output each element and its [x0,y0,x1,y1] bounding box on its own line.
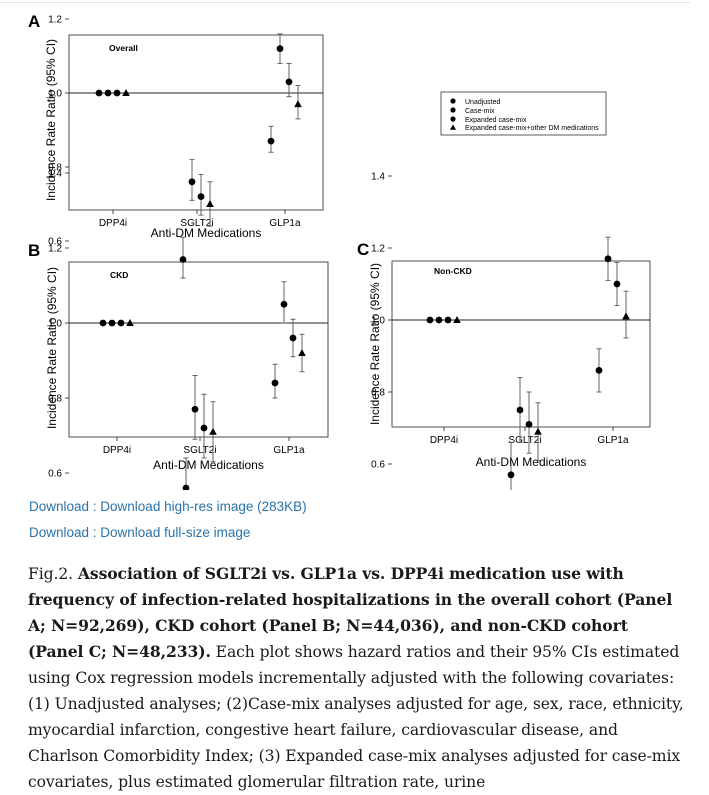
point-triangle [298,349,306,356]
y-tick-label: 1.2 [371,244,385,255]
legend-marker-expanded-other [450,124,456,130]
legend: Unadjusted Case-mix Expanded case-mix Ex… [440,91,607,136]
x-axis-label: Anti-DM Medications [153,458,264,472]
y-tick-label: 1.0 [371,316,385,327]
y-tick-label: 1.2 [48,15,62,26]
download-fullsize-link[interactable]: Download : Download full-size image [29,525,251,540]
legend-label-case-mix: Case-mix [465,108,495,115]
legend-marker-expanded [450,116,456,122]
panel-letter: A [28,12,40,31]
figure-panels: Unadjusted Case-mix Expanded case-mix Ex… [28,12,651,490]
x-tick-label: SGLT2i [508,435,541,446]
x-tick-label: GLP1a [269,218,301,229]
download-links: Download : Download high-res image (283K… [29,497,307,549]
plot-frame [391,260,651,428]
plot-frame [68,34,324,211]
top-divider [0,2,690,3]
point-triangle [453,316,461,323]
x-tick-label: DPP4i [430,435,458,446]
download-highres-link[interactable]: Download : Download high-res image (283K… [29,499,307,514]
y-tick-label: 0.6 [371,460,385,471]
point-circle [95,89,103,97]
panel-a: A Overall 0.6 0.8 1.0 1.2 1.4 DPP4i SGLT2i GLP1a A… [28,12,324,279]
point-circle [595,367,603,374]
panel-letter: C [357,240,369,259]
y-tick-label: 1.2 [48,244,62,255]
point-circle [507,471,515,479]
legend-box [440,91,607,136]
x-tick-label: SGLT2i [180,218,213,229]
point-circle [280,300,288,308]
caption-body: Each plot shows hazard ratios and their … [28,643,684,791]
point-circle [516,406,524,414]
legend-label-expanded: Expanded case-mix [465,117,527,124]
y-tick-label: 0.8 [48,394,62,405]
point-triangle [622,312,630,320]
x-axis-label: Anti-DM Medications [476,455,587,469]
legend-label-expanded-other: Expanded case-mix+other DM medications [465,125,599,132]
y-axis-label: Incidence Rate Ratio (95% CI) [45,267,59,429]
y-tick-label: 1.4 [371,172,385,183]
point-circle [444,316,452,324]
y-tick-label: 1.0 [48,89,62,100]
plot-frame [68,261,329,438]
x-tick-label: GLP1a [273,445,305,456]
point-circle [613,280,621,288]
figure-caption: Fig.2. Association of SGLT2i vs. GLP1a v… [28,561,688,795]
panel-c: C Non-CKD 0.6 0.8 1.0 1.2 1.4 DPP4i SGLT2i GLP1a A… [357,172,651,490]
point-triangle [294,100,302,108]
legend-label-unadjusted: Unadjusted [465,99,501,106]
caption-bold: Association of SGLT2i vs. GLP1a vs. DPP4… [28,564,673,661]
point-circle [289,334,297,342]
y-tick-label: 0.8 [371,388,385,399]
point-circle [188,178,196,186]
point-triangle [209,427,217,435]
point-circle [108,319,116,327]
panel-b: B CKD 0.6 0.8 1.0 1.2 1.4 DPP4i SGLT2i GLP1a Anti-… [28,169,329,490]
point-circle [276,45,284,52]
point-triangle [126,319,134,326]
point-triangle [534,427,542,435]
x-tick-label: GLP1a [597,435,629,446]
point-circle [99,319,107,327]
legend-marker-case-mix [450,107,456,113]
panel-title: Overall [109,43,138,53]
y-axis-label: Incidence Rate Ratio (95% CI) [368,263,382,425]
panel-title: Non-CKD [434,266,472,276]
point-circle [525,421,533,428]
legend-marker-unadjusted [450,98,456,104]
y-tick-label: 1.0 [48,319,62,330]
point-circle [271,379,279,387]
point-triangle [122,89,130,96]
x-tick-label: DPP4i [103,445,131,456]
panel-letter: B [28,241,40,260]
point-triangle [206,200,214,207]
point-circle [267,137,275,145]
point-circle [104,89,112,97]
point-circle [435,316,443,324]
point-circle [197,193,205,201]
point-circle [117,319,125,327]
x-tick-label: SGLT2i [183,445,216,456]
x-axis-label: Anti-DM Medications [151,226,262,240]
caption-label: Fig.2. [28,565,78,583]
point-circle [182,484,190,490]
point-circle [200,424,208,432]
x-tick-label: DPP4i [99,218,127,229]
point-circle [113,89,121,97]
point-circle [604,255,612,263]
panel-title: CKD [110,270,128,280]
y-axis-label: Incidence Rate Ratio (95% CI) [44,39,58,201]
point-circle [179,256,187,263]
point-circle [426,316,434,324]
point-circle [191,405,199,413]
y-tick-label: 0.6 [48,237,62,248]
y-tick-label: 0.6 [48,469,62,480]
y-tick-label: 1.4 [48,169,62,180]
point-circle [285,78,293,86]
y-tick-label: 0.8 [48,163,62,174]
